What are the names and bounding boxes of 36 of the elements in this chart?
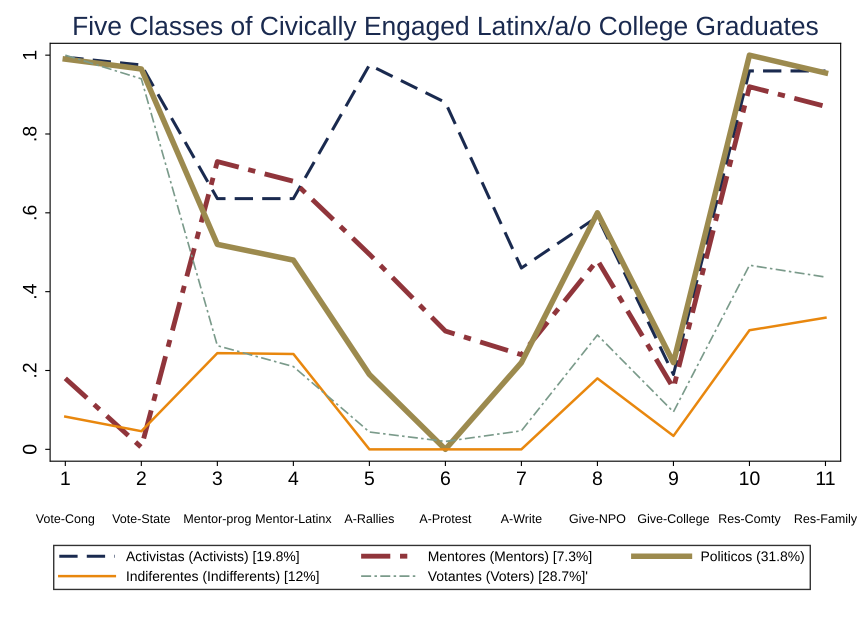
chart-title: Five Classes of Civically Engaged Latinx/a/o College Graduates <box>74 16 818 40</box>
x-tick-label: 8 <box>592 471 602 486</box>
legend-label: Politicos (31.8%) <box>702 551 804 564</box>
text: Vote-State <box>112 514 170 524</box>
legend-label: Mentores (Mentors) [7.3%] <box>428 551 592 564</box>
legend-label: Votantes (Voters) [28.7%]' <box>428 570 588 584</box>
x-tick-label: 5 <box>364 472 374 486</box>
line-series <box>64 316 827 451</box>
text: Res-Family <box>794 514 858 526</box>
text: Res-Comty <box>719 514 781 526</box>
y-tick-label: 1 <box>22 50 36 60</box>
x-tick-label: 6 <box>440 471 450 486</box>
text: Vote-Cong <box>36 514 94 526</box>
y-tick-label: .6 <box>22 206 37 220</box>
line-series <box>64 56 827 376</box>
x-tick-label: 9 <box>668 471 678 486</box>
x-tick-label: 4 <box>288 472 298 485</box>
text: Mentor-Latinx <box>256 514 332 524</box>
legend-label: Indiferentes (Indifferents) [12%] <box>127 570 318 584</box>
text: Give-College <box>638 514 710 526</box>
text: Give-NPO <box>570 514 626 524</box>
x-tick-label: 1 <box>61 472 70 485</box>
x-tick-label: 7 <box>516 472 526 485</box>
y-tick-label: .4 <box>22 284 36 298</box>
text: A-Protest <box>419 514 472 524</box>
y-tick-label: .2 <box>22 363 36 377</box>
legend-label: Activistas (Activists) [19.8%] <box>126 551 299 564</box>
x-tick-label: 11 <box>816 472 835 485</box>
text: A-Write <box>500 514 542 524</box>
x-tick-label: 10 <box>740 471 760 486</box>
x-tick-label: 2 <box>136 471 146 485</box>
text: A-Rallies <box>344 514 394 524</box>
x-tick-label: 3 <box>212 471 222 486</box>
y-tick-label: 0 <box>22 444 37 454</box>
text: Mentor-prog <box>184 514 251 526</box>
y-tick-label: .8 <box>22 126 37 140</box>
